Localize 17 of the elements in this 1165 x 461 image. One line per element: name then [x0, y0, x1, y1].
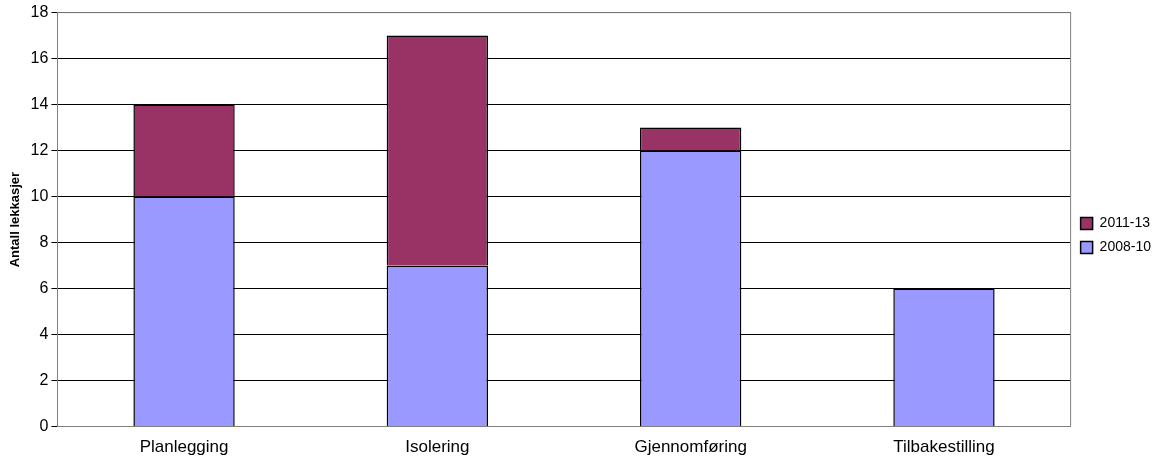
y-tick-label: 14 [30, 95, 49, 113]
y-tick-label: 10 [30, 187, 49, 205]
y-tick-label: 18 [30, 3, 49, 21]
y-tick-label: 12 [30, 141, 49, 159]
legend-label: 2011-13 [1099, 214, 1151, 231]
x-tick-label: Isolering [405, 437, 470, 457]
x-tick-label: Gjennomføring [634, 437, 747, 457]
x-tick-label: Planlegging [139, 437, 229, 457]
y-tick-label: 16 [30, 49, 49, 67]
y-axis-title: Antall lekkasjer [7, 171, 23, 268]
y-tick-label: 8 [39, 233, 49, 251]
x-tick-label: Tilbakestilling [893, 437, 995, 457]
y-tick-label: 4 [39, 325, 49, 343]
y-tick-label: 0 [39, 417, 49, 435]
legend-label: 2008-10 [1099, 238, 1152, 255]
y-tick-label: 6 [39, 279, 49, 297]
y-tick-label: 2 [39, 371, 49, 389]
